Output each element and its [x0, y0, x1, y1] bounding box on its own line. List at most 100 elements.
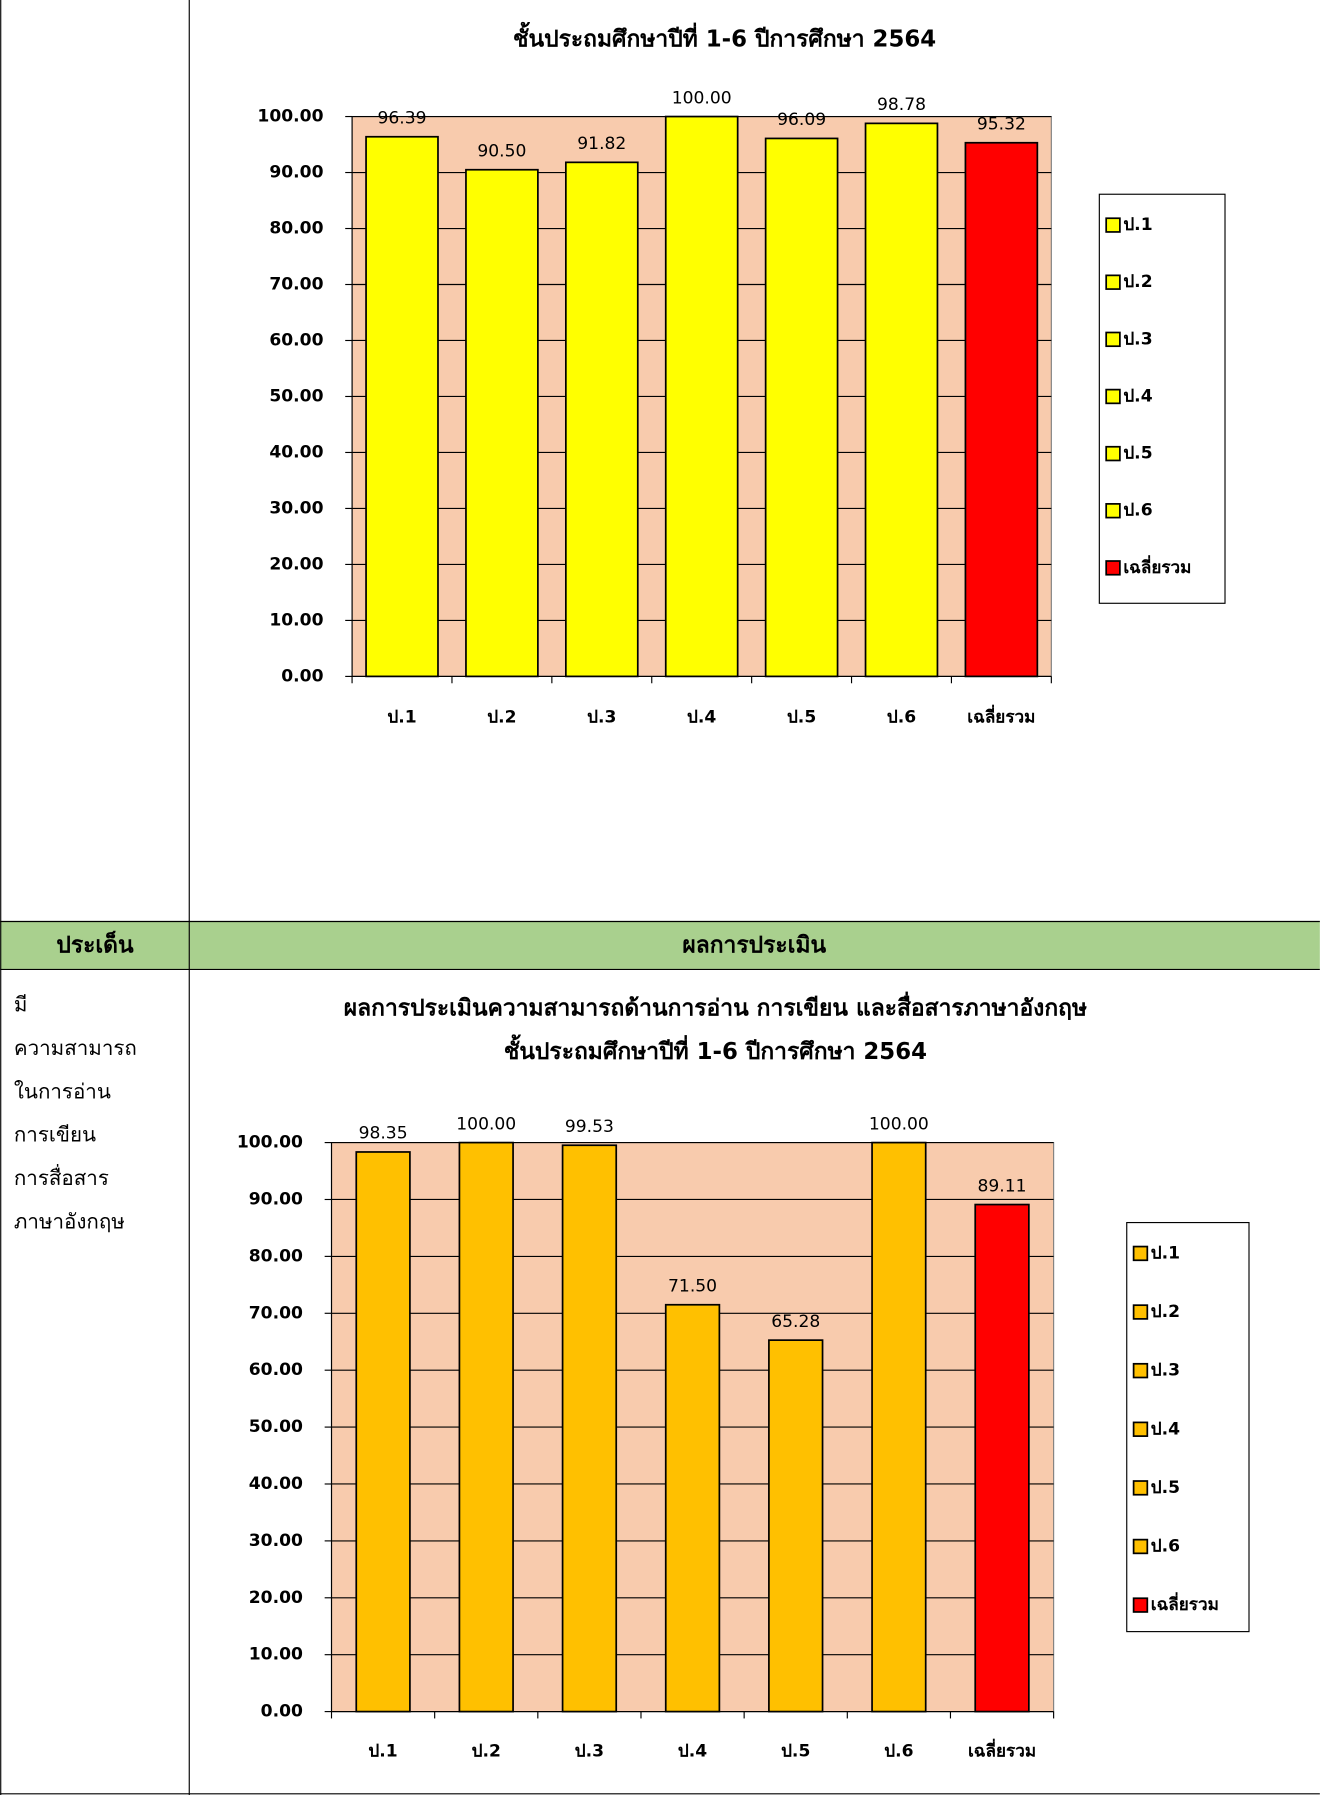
y-tick-label: 80.00 — [249, 1246, 303, 1266]
y-tick-label: 80.00 — [269, 219, 323, 239]
bar — [561, 1144, 618, 1713]
cell-text: ความสามารถ — [14, 1036, 137, 1060]
header-cell: ผลการประเมิน — [682, 933, 826, 959]
header-row — [0, 920, 1320, 969]
legend-swatch — [1105, 445, 1121, 462]
bar — [764, 137, 839, 678]
y-tick-label: 40.00 — [269, 442, 323, 462]
value-label: 100.00 — [456, 1114, 516, 1134]
legend-label: ป.3 — [1151, 1361, 1180, 1381]
x-tick-label: ป.1 — [368, 1742, 397, 1762]
y-tick-label: 90.00 — [269, 163, 323, 183]
cell-text: ภาษาอังกฤษ — [14, 1210, 125, 1234]
chart-subtitle: ชั้นประถมศึกษาปีที่ 1-6 ปีการศึกษา 2564 — [504, 1034, 927, 1065]
y-tick-label: 40.00 — [249, 1474, 303, 1494]
x-tick-label: ป.2 — [472, 1742, 501, 1762]
legend-swatch — [1105, 388, 1121, 405]
value-label: 98.35 — [359, 1124, 408, 1144]
y-tick-label: 0.00 — [261, 1702, 303, 1722]
value-label: 98.78 — [877, 95, 926, 115]
legend-swatch — [1132, 1362, 1149, 1379]
bar — [864, 122, 939, 678]
y-tick-label: 60.00 — [269, 330, 323, 350]
x-tick-label: ป.4 — [678, 1742, 707, 1762]
y-tick-label: 20.00 — [249, 1588, 303, 1608]
value-label: 96.39 — [378, 108, 427, 128]
bar — [664, 115, 739, 678]
bar — [458, 1141, 514, 1713]
value-label: 71.50 — [668, 1276, 717, 1296]
y-tick-label: 70.00 — [249, 1303, 303, 1323]
value-label: 91.82 — [577, 134, 626, 154]
x-tick-label: เฉลี่ยรวม — [967, 705, 1035, 728]
bar — [664, 1303, 721, 1713]
y-tick-label: 10.00 — [249, 1645, 303, 1665]
value-label: 96.09 — [777, 110, 826, 130]
bar — [365, 135, 439, 678]
legend-label: ป.1 — [1151, 1243, 1180, 1263]
bar — [564, 161, 639, 678]
legend-label: ป.2 — [1123, 272, 1152, 292]
legend-label: ป.6 — [1151, 1536, 1180, 1556]
x-tick-label: ป.5 — [781, 1742, 810, 1762]
legend-swatch — [1105, 331, 1121, 348]
legend-label: ป.4 — [1151, 1419, 1180, 1439]
y-tick-label: 70.00 — [269, 275, 323, 295]
bar — [964, 141, 1039, 678]
bar — [974, 1203, 1030, 1713]
legend-label: ป.6 — [1123, 501, 1152, 521]
bar — [871, 1141, 927, 1713]
legend-swatch — [1105, 217, 1121, 233]
legend-label: ป.2 — [1151, 1302, 1180, 1322]
legend-swatch — [1132, 1304, 1149, 1320]
value-label: 95.32 — [977, 114, 1026, 134]
y-tick-label: 0.00 — [281, 666, 323, 686]
legend-label: ป.4 — [1123, 386, 1152, 406]
x-tick-label: ป.6 — [884, 1742, 913, 1762]
cell-text: การเขียน — [14, 1123, 96, 1147]
x-tick-label: ป.1 — [387, 708, 416, 728]
cell-text: มี — [14, 992, 28, 1016]
y-tick-label: 30.00 — [249, 1531, 303, 1551]
legend-label: ป.3 — [1123, 329, 1152, 349]
legend-label: เฉลี่ยรวม — [1123, 555, 1191, 578]
legend-swatch — [1132, 1597, 1149, 1613]
y-tick-label: 50.00 — [249, 1417, 303, 1437]
bar — [465, 168, 539, 678]
chart-title: ชั้นประถมศึกษาปีที่ 1-6 ปีการศึกษา 2564 — [513, 21, 936, 52]
legend-swatch — [1105, 503, 1121, 519]
chart-title: ผลการประเมินความสามารถด้านการอ่าน การเขี… — [344, 991, 1087, 1021]
x-tick-label: ป.3 — [575, 1742, 604, 1762]
bar — [768, 1339, 824, 1713]
y-tick-label: 100.00 — [237, 1133, 303, 1153]
legend-label: ป.5 — [1123, 444, 1152, 464]
value-label: 99.53 — [565, 1117, 614, 1137]
y-tick-label: 30.00 — [269, 498, 323, 518]
x-tick-label: ป.2 — [487, 708, 516, 728]
cell-text: การสื่อสาร — [14, 1164, 109, 1190]
value-label: 89.11 — [978, 1176, 1027, 1196]
cell-text: ในการอ่าน — [14, 1079, 111, 1103]
legend-swatch — [1132, 1245, 1149, 1262]
legend-label: ป.1 — [1123, 215, 1152, 235]
value-label: 100.00 — [869, 1114, 929, 1134]
legend-swatch — [1132, 1421, 1149, 1437]
legend-label: เฉลี่ยรวม — [1151, 1592, 1219, 1615]
value-label: 100.00 — [672, 88, 732, 108]
legend-label: ป.5 — [1151, 1478, 1180, 1498]
y-tick-label: 50.00 — [269, 386, 323, 406]
legend-swatch — [1132, 1538, 1149, 1555]
legend-swatch — [1132, 1480, 1149, 1496]
x-tick-label: ป.3 — [587, 708, 616, 728]
y-tick-label: 20.00 — [269, 554, 323, 574]
header-cell: ประเด็น — [56, 930, 134, 959]
legend-swatch — [1105, 274, 1121, 290]
bar — [355, 1151, 411, 1713]
x-tick-label: ป.5 — [787, 708, 816, 728]
y-tick-label: 90.00 — [249, 1189, 303, 1209]
value-label: 90.50 — [477, 141, 526, 161]
y-tick-label: 100.00 — [257, 107, 323, 127]
x-tick-label: ป.4 — [687, 708, 716, 728]
